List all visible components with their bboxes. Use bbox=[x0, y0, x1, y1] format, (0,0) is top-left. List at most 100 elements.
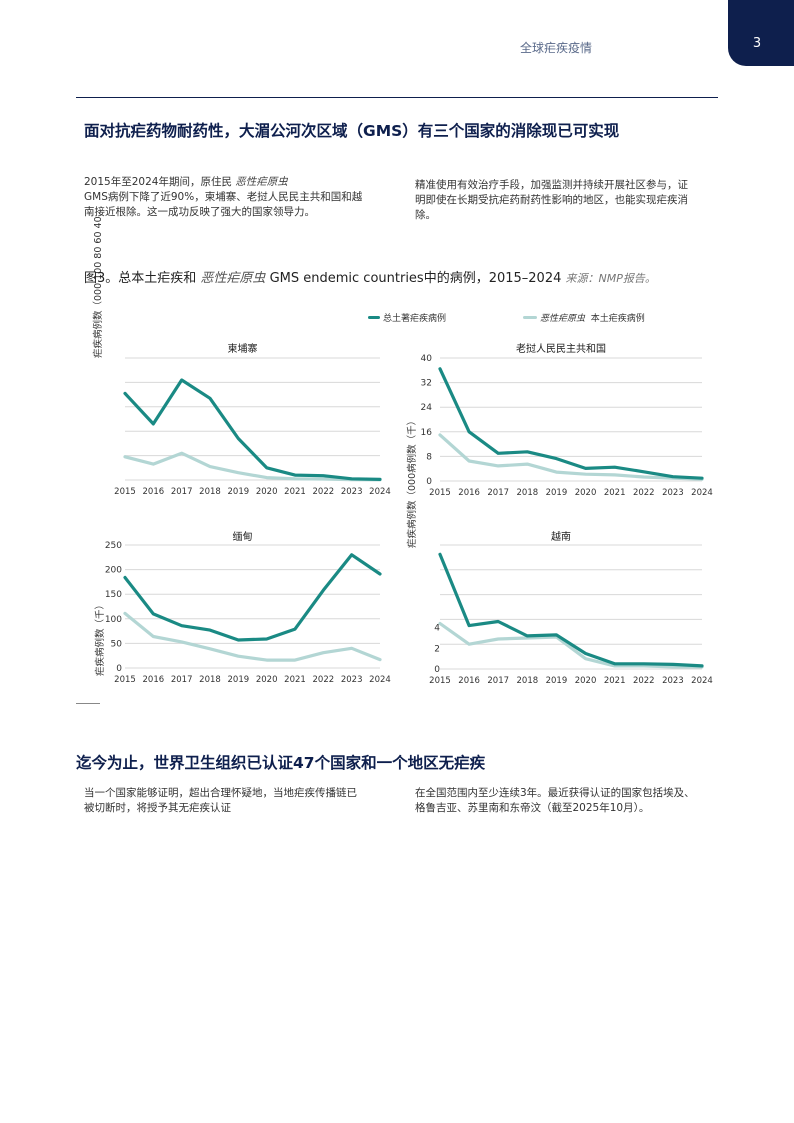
x-tick-label: 2022 bbox=[313, 675, 335, 685]
right-paragraph-line-2: 明即使在长期受抗疟药耐药性影响的地区，也能实现疟疾消 bbox=[415, 194, 688, 206]
x-tick-label: 2021 bbox=[604, 676, 626, 686]
y-tick-label: 24 bbox=[421, 403, 433, 413]
legend-swatch-pf bbox=[523, 316, 537, 319]
x-tick-label: 2024 bbox=[369, 487, 391, 497]
y-tick-label: 0 bbox=[116, 664, 122, 674]
x-tick-label: 2023 bbox=[662, 676, 684, 686]
x-tick-label: 2016 bbox=[458, 676, 480, 686]
x-tick-label: 2021 bbox=[284, 487, 306, 497]
x-tick-label: 2019 bbox=[546, 676, 568, 686]
x-tick-label: 2019 bbox=[228, 675, 250, 685]
x-tick-label: 2020 bbox=[256, 675, 278, 685]
left-paragraph-line-1: 2015年至2024年期间，原住民 恶性疟原虫 bbox=[84, 175, 384, 190]
cert-left-line-1: 当一个国家能够证明，超出合理怀疑地，当地疟疾传播链已 bbox=[84, 787, 357, 799]
x-tick-label: 2016 bbox=[143, 675, 165, 685]
x-tick-label: 2017 bbox=[171, 487, 193, 497]
figure-title-rest: GMS endemic countries中的病例，2015–2024 bbox=[269, 271, 562, 286]
x-tick-label: 2018 bbox=[517, 488, 539, 498]
left-paragraph-line-3: 南接近根除。这一成功反映了强大的国家领导力。 bbox=[84, 206, 315, 218]
series-line-total bbox=[123, 553, 382, 642]
y-tick-label: 0 bbox=[434, 665, 440, 675]
series-line-total bbox=[438, 552, 704, 668]
legend-label-total: 总土著疟疾病例 bbox=[383, 314, 447, 324]
x-tick-label: 2019 bbox=[546, 488, 568, 498]
figure-title: 图3。总本土疟疾和 恶性疟原虫 GMS endemic countries中的病… bbox=[84, 267, 724, 286]
figure-source: 来源：NMP报告。 bbox=[565, 272, 656, 285]
page-number-tab bbox=[728, 0, 794, 66]
series-line-pf bbox=[123, 451, 382, 482]
legend-label-pf: 恶性疟原虫 本土疟疾病例 bbox=[540, 311, 645, 324]
y-tick-label: 200 bbox=[105, 566, 122, 576]
left-paragraph-text: 2015年至2024年期间，原住民 bbox=[84, 176, 236, 188]
y-tick-label: 32 bbox=[421, 379, 432, 389]
x-tick-label: 2018 bbox=[199, 487, 221, 497]
x-tick-label: 2017 bbox=[487, 676, 509, 686]
legend-swatch-total bbox=[368, 316, 380, 319]
x-tick-label: 2015 bbox=[114, 487, 136, 497]
figure-title-italic: 恶性疟原虫 bbox=[200, 271, 266, 286]
y-tick-label: 50 bbox=[111, 639, 123, 649]
chart-legend: 总土著疟疾病例 恶性疟原虫 本土疟疾病例 bbox=[368, 310, 728, 324]
y-tick-label: 40 bbox=[421, 354, 433, 364]
y-tick-label: 0 bbox=[426, 477, 432, 487]
x-tick-label: 2021 bbox=[284, 675, 306, 685]
series-line-pf bbox=[123, 611, 382, 662]
x-tick-label: 2023 bbox=[341, 675, 363, 685]
x-tick-label: 2022 bbox=[313, 487, 335, 497]
cert-right-paragraph: 在全国范围内至少连续3年。最近获得认证的国家包括埃及、 格鲁吉亚、苏里南和东帝汶… bbox=[415, 786, 725, 816]
x-tick-label: 2024 bbox=[691, 676, 713, 686]
x-tick-label: 2018 bbox=[517, 676, 539, 686]
x-tick-label: 2015 bbox=[429, 488, 451, 498]
x-tick-label: 2023 bbox=[341, 487, 363, 497]
y-tick-label: 8 bbox=[426, 452, 432, 462]
x-tick-label: 2015 bbox=[429, 676, 451, 686]
cert-right-line-2: 格鲁吉亚、苏里南和东帝汶（截至2025年10月）。 bbox=[415, 802, 650, 814]
footnote-rule bbox=[76, 703, 100, 704]
cert-left-line-2: 被切断时，将授予其无疟疾认证 bbox=[84, 802, 231, 814]
y-tick-label: 16 bbox=[421, 428, 433, 438]
panel-title: 缅甸 bbox=[233, 530, 253, 543]
y-tick-label: 100 bbox=[105, 615, 122, 625]
panel-title: 老挝人民民主共和国 bbox=[516, 342, 606, 355]
legend-label-pf-italic: 恶性疟原虫 bbox=[540, 314, 586, 324]
x-tick-label: 2020 bbox=[256, 487, 278, 497]
legend-label-pf-rest: 本土疟疾病例 bbox=[590, 314, 645, 324]
series-line-pf bbox=[438, 433, 704, 481]
right-paragraph-line-3: 除。 bbox=[415, 209, 436, 221]
x-tick-label: 2017 bbox=[171, 675, 193, 685]
right-paragraph: 精准使用有效治疗手段，加强监测并持续开展社区参与，证 明即使在长期受抗疟药耐药性… bbox=[415, 178, 715, 223]
cert-left-paragraph: 当一个国家能够证明，超出合理怀疑地，当地疟疾传播链已 被切断时，将授予其无疟疾认… bbox=[84, 786, 394, 816]
x-tick-label: 2020 bbox=[575, 488, 597, 498]
header-rule bbox=[76, 97, 718, 98]
x-tick-label: 2017 bbox=[487, 488, 509, 498]
x-tick-label: 2021 bbox=[604, 488, 626, 498]
y-tick-label: 150 bbox=[105, 590, 122, 600]
x-tick-label: 2015 bbox=[114, 675, 136, 685]
left-paragraph-line-2: GMS病例下降了近90%，柬埔寨、老挝人民民主共和国和越 bbox=[84, 191, 363, 203]
x-tick-label: 2023 bbox=[662, 488, 684, 498]
x-tick-label: 2019 bbox=[228, 487, 250, 497]
running-header: 全球疟疾疫情 bbox=[520, 41, 593, 55]
x-tick-label: 2020 bbox=[575, 676, 597, 686]
section-heading-certification: 迄今为止，世界卫生组织已认证47个国家和一个地区无疟疾 bbox=[76, 754, 486, 772]
left-paragraph-italic: 恶性疟原虫 bbox=[235, 176, 288, 188]
panel-title: 柬埔寨 bbox=[228, 342, 258, 355]
x-tick-label: 2022 bbox=[633, 676, 655, 686]
section-heading-gms: 面对抗疟药物耐药性，大湄公河次区域（GMS）有三个国家的消除现已可实现 bbox=[84, 122, 620, 140]
series-line-total bbox=[123, 378, 382, 481]
series-line-total bbox=[438, 367, 704, 480]
y-tick-label: 250 bbox=[105, 541, 122, 551]
page-number: 3 bbox=[752, 36, 762, 51]
y-tick-label: 2 bbox=[434, 644, 440, 654]
x-tick-label: 2016 bbox=[143, 487, 165, 497]
left-paragraph: 2015年至2024年期间，原住民 恶性疟原虫 GMS病例下降了近90%，柬埔寨… bbox=[84, 175, 384, 220]
right-paragraph-line-1: 精准使用有效治疗手段，加强监测并持续开展社区参与，证 bbox=[415, 179, 688, 191]
x-tick-label: 2016 bbox=[458, 488, 480, 498]
series-line-pf bbox=[438, 621, 704, 669]
panel-title: 越南 bbox=[551, 530, 571, 543]
x-tick-label: 2022 bbox=[633, 488, 655, 498]
x-tick-label: 2024 bbox=[691, 488, 713, 498]
figure-title-text: 图3。总本土疟疾和 bbox=[84, 271, 197, 286]
cert-right-line-1: 在全国范围内至少连续3年。最近获得认证的国家包括埃及、 bbox=[415, 787, 695, 799]
